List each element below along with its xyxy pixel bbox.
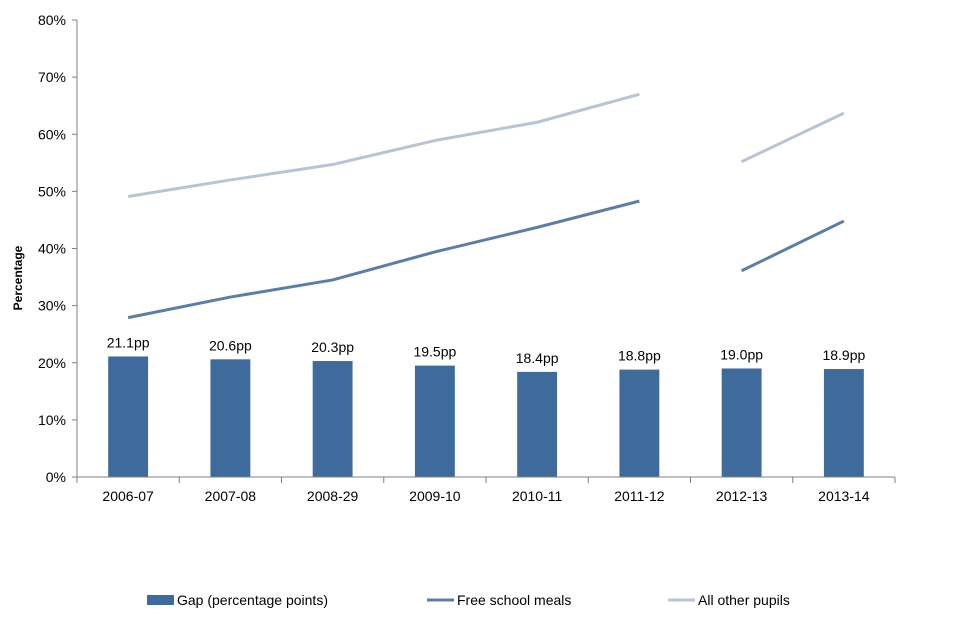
- line-series: [127, 92, 845, 320]
- gap-bar-label: 19.0pp: [720, 346, 763, 362]
- gap-bar: [312, 361, 353, 477]
- legend: Gap (percentage points) Free school meals…: [147, 592, 790, 608]
- gap-bar-label: 18.8pp: [618, 348, 661, 364]
- bar-series: 21.1pp 20.6pp 20.3pp 19.5pp 18.4pp 18.8pp 19.0…: [107, 334, 865, 477]
- gap-bar: [823, 369, 864, 477]
- gap-bar-label: 18.4pp: [516, 350, 559, 366]
- legend-label-free-school-meals: Free school meals: [457, 592, 571, 608]
- y-tick-label: 0%: [46, 469, 66, 485]
- all-other-pupils-line: [127, 92, 640, 198]
- x-tick-label: 2008-29: [307, 488, 359, 504]
- gap-bar: [619, 369, 660, 477]
- y-tick-label: 10%: [38, 412, 66, 428]
- y-tick-label: 80%: [38, 12, 66, 28]
- legend-label-all-other-pupils: All other pupils: [698, 592, 790, 608]
- x-tick-label: 2009-10: [409, 488, 461, 504]
- gap-bar: [517, 371, 558, 477]
- y-tick-label: 50%: [38, 183, 66, 199]
- gap-bar-label: 19.5pp: [413, 344, 456, 360]
- gap-bar: [721, 368, 762, 477]
- x-tick-label: 2006-07: [102, 488, 154, 504]
- y-axis-ticks: 0% 10% 20% 30% 40% 50% 60% 70% 80%: [38, 12, 77, 485]
- x-tick-label: 2012-13: [716, 488, 768, 504]
- legend-label-gap-percentage-points: Gap (percentage points): [177, 592, 328, 608]
- y-tick-label: 20%: [38, 355, 66, 371]
- gap-bar: [414, 365, 455, 477]
- x-axis-ticks: 2006-07 2007-08 2008-29 2009-10 2010-11 2011-…: [76, 477, 896, 504]
- y-tick-label: 70%: [38, 69, 66, 85]
- gap-bar: [108, 356, 149, 477]
- gap-bar-label: 20.6pp: [209, 337, 252, 353]
- y-axis-title: Percentage: [11, 245, 25, 310]
- x-tick-label: 2010-11: [512, 488, 563, 504]
- free-school-meals-line: [740, 219, 845, 273]
- y-tick-label: 60%: [38, 126, 66, 142]
- x-tick-label: 2007-08: [205, 488, 257, 504]
- all-other-pupils-line: [740, 111, 845, 164]
- legend-swatch-gap-percentage-points: [147, 595, 174, 605]
- gap-bar-label: 21.1pp: [107, 334, 150, 350]
- gap-bar: [210, 359, 251, 477]
- x-tick-label: 2013-14: [818, 488, 870, 504]
- free-school-meals-line: [127, 199, 640, 320]
- gap-bar-label: 20.3pp: [311, 339, 354, 355]
- axes: [76, 20, 895, 478]
- x-tick-label: 2011-12: [614, 488, 665, 504]
- y-tick-label: 30%: [38, 298, 66, 314]
- gap-bar-label: 18.9pp: [822, 347, 865, 363]
- y-tick-label: 40%: [38, 241, 66, 257]
